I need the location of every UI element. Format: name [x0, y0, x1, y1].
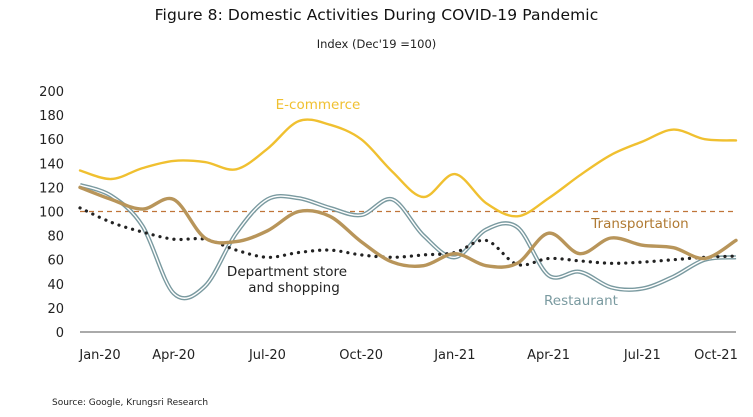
y-tick-label: 120	[39, 181, 64, 196]
y-tick-label: 200	[39, 85, 64, 100]
x-tick-label: Apr-21	[527, 348, 570, 363]
x-tick-label: Jan-20	[78, 348, 120, 363]
x-tick-label: Jan-21	[433, 348, 475, 363]
series-line-transportation	[78, 185, 738, 269]
chart-title: Figure 8: Domestic Activities During COV…	[154, 6, 599, 24]
y-tick-label: 180	[39, 109, 64, 124]
source-note: Source: Google, Krungsri Research	[52, 398, 209, 408]
y-tick-label: 140	[39, 157, 64, 172]
y-tick-label: 20	[47, 302, 64, 317]
series-line-restaurant-inner	[79, 184, 737, 299]
y-tick-label: 0	[56, 326, 64, 341]
y-axis-ticks: 0 20 40 60 80 100 120 140 160 180 200	[39, 85, 64, 341]
x-tick-label: Jul-20	[248, 348, 286, 363]
x-tick-label: Jul-21	[623, 348, 661, 363]
label-restaurant: Restaurant	[544, 293, 618, 309]
y-tick-label: 40	[47, 278, 64, 293]
x-tick-label: Apr-20	[152, 348, 195, 363]
x-tick-label: Oct-20	[339, 348, 383, 363]
series-line-e-commerce	[78, 118, 738, 218]
x-tick-label: Oct-21	[694, 348, 738, 363]
series-line-department-store-and-shopping	[78, 206, 738, 267]
chart-subtitle: Index (Dec'19 =100)	[316, 37, 437, 51]
label-transportation: Transportation	[590, 216, 688, 232]
series-group	[78, 118, 738, 301]
y-tick-label: 80	[47, 230, 64, 245]
y-tick-label: 160	[39, 133, 64, 148]
y-tick-label: 60	[47, 254, 64, 269]
label-department-store: Department store	[227, 264, 347, 280]
label-e-commerce: E-commerce	[276, 97, 361, 113]
y-tick-label: 100	[39, 206, 64, 221]
label-and-shopping: and shopping	[248, 280, 340, 296]
x-axis-ticks: Jan-20 Apr-20 Jul-20 Oct-20 Jan-21 Apr-21 Jul-…	[78, 348, 738, 363]
